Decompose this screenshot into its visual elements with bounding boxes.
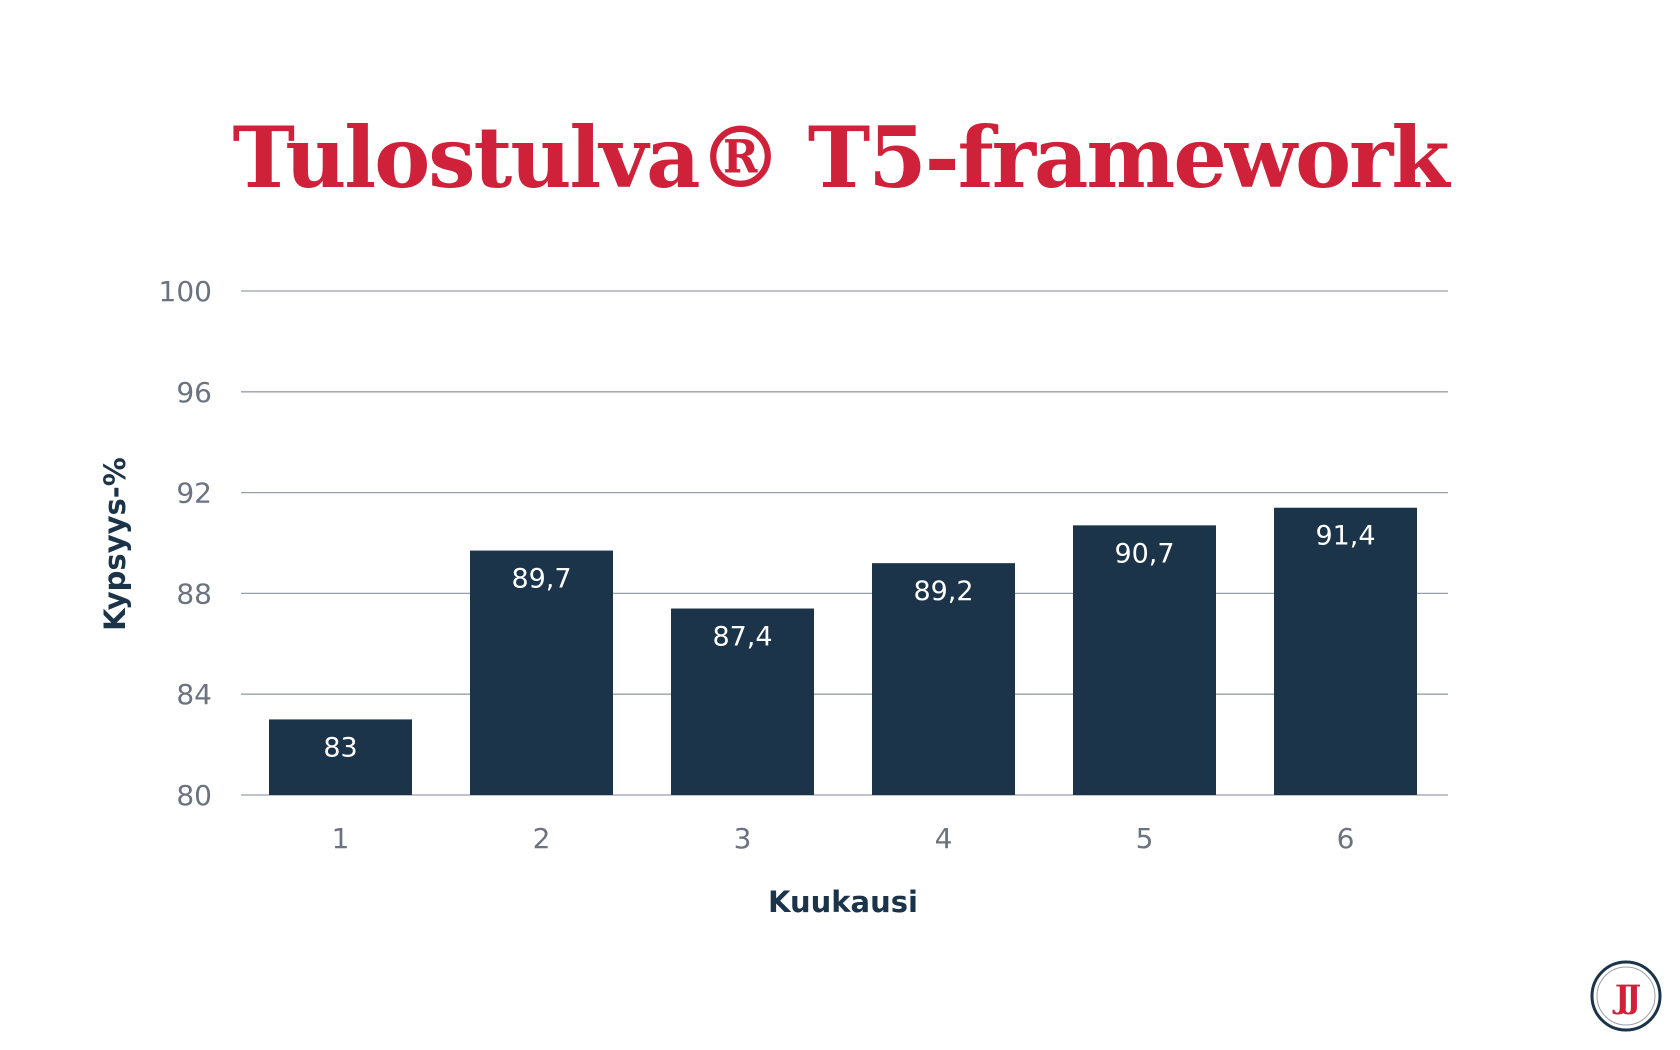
bar	[269, 719, 412, 795]
logo-inner-ring	[1596, 966, 1656, 1026]
x-tick-label: 3	[734, 822, 752, 855]
bar	[470, 550, 613, 795]
logo-icon: JJ	[1612, 978, 1640, 1016]
chart-title: Tulostulva® T5-framework	[232, 108, 1449, 207]
bar	[1274, 507, 1417, 795]
y-tick-label: 96	[176, 376, 212, 409]
y-axis-label: Kypsyys-%	[98, 457, 132, 631]
x-tick-label: 5	[1136, 822, 1154, 855]
bar	[671, 608, 814, 795]
data-label: 89,2	[913, 576, 973, 607]
y-tick-label: 84	[176, 678, 212, 711]
x-axis-label: Kuukausi	[768, 885, 918, 919]
data-label: 89,7	[511, 564, 571, 595]
data-label: 83	[323, 732, 357, 763]
x-tick-label: 6	[1337, 822, 1355, 855]
data-label: 90,7	[1114, 538, 1174, 569]
data-label: 91,4	[1315, 521, 1375, 552]
data-label: 87,4	[712, 622, 772, 653]
y-tick-label: 92	[176, 477, 212, 510]
y-tick-label: 100	[159, 275, 212, 308]
x-tick-label: 1	[332, 822, 350, 855]
logo-ring	[1590, 960, 1662, 1032]
bar	[872, 563, 1015, 795]
y-tick-label: 88	[176, 577, 212, 610]
bar	[1073, 525, 1216, 795]
y-tick-label: 80	[176, 779, 212, 812]
x-tick-label: 4	[935, 822, 953, 855]
x-tick-label: 2	[533, 822, 551, 855]
